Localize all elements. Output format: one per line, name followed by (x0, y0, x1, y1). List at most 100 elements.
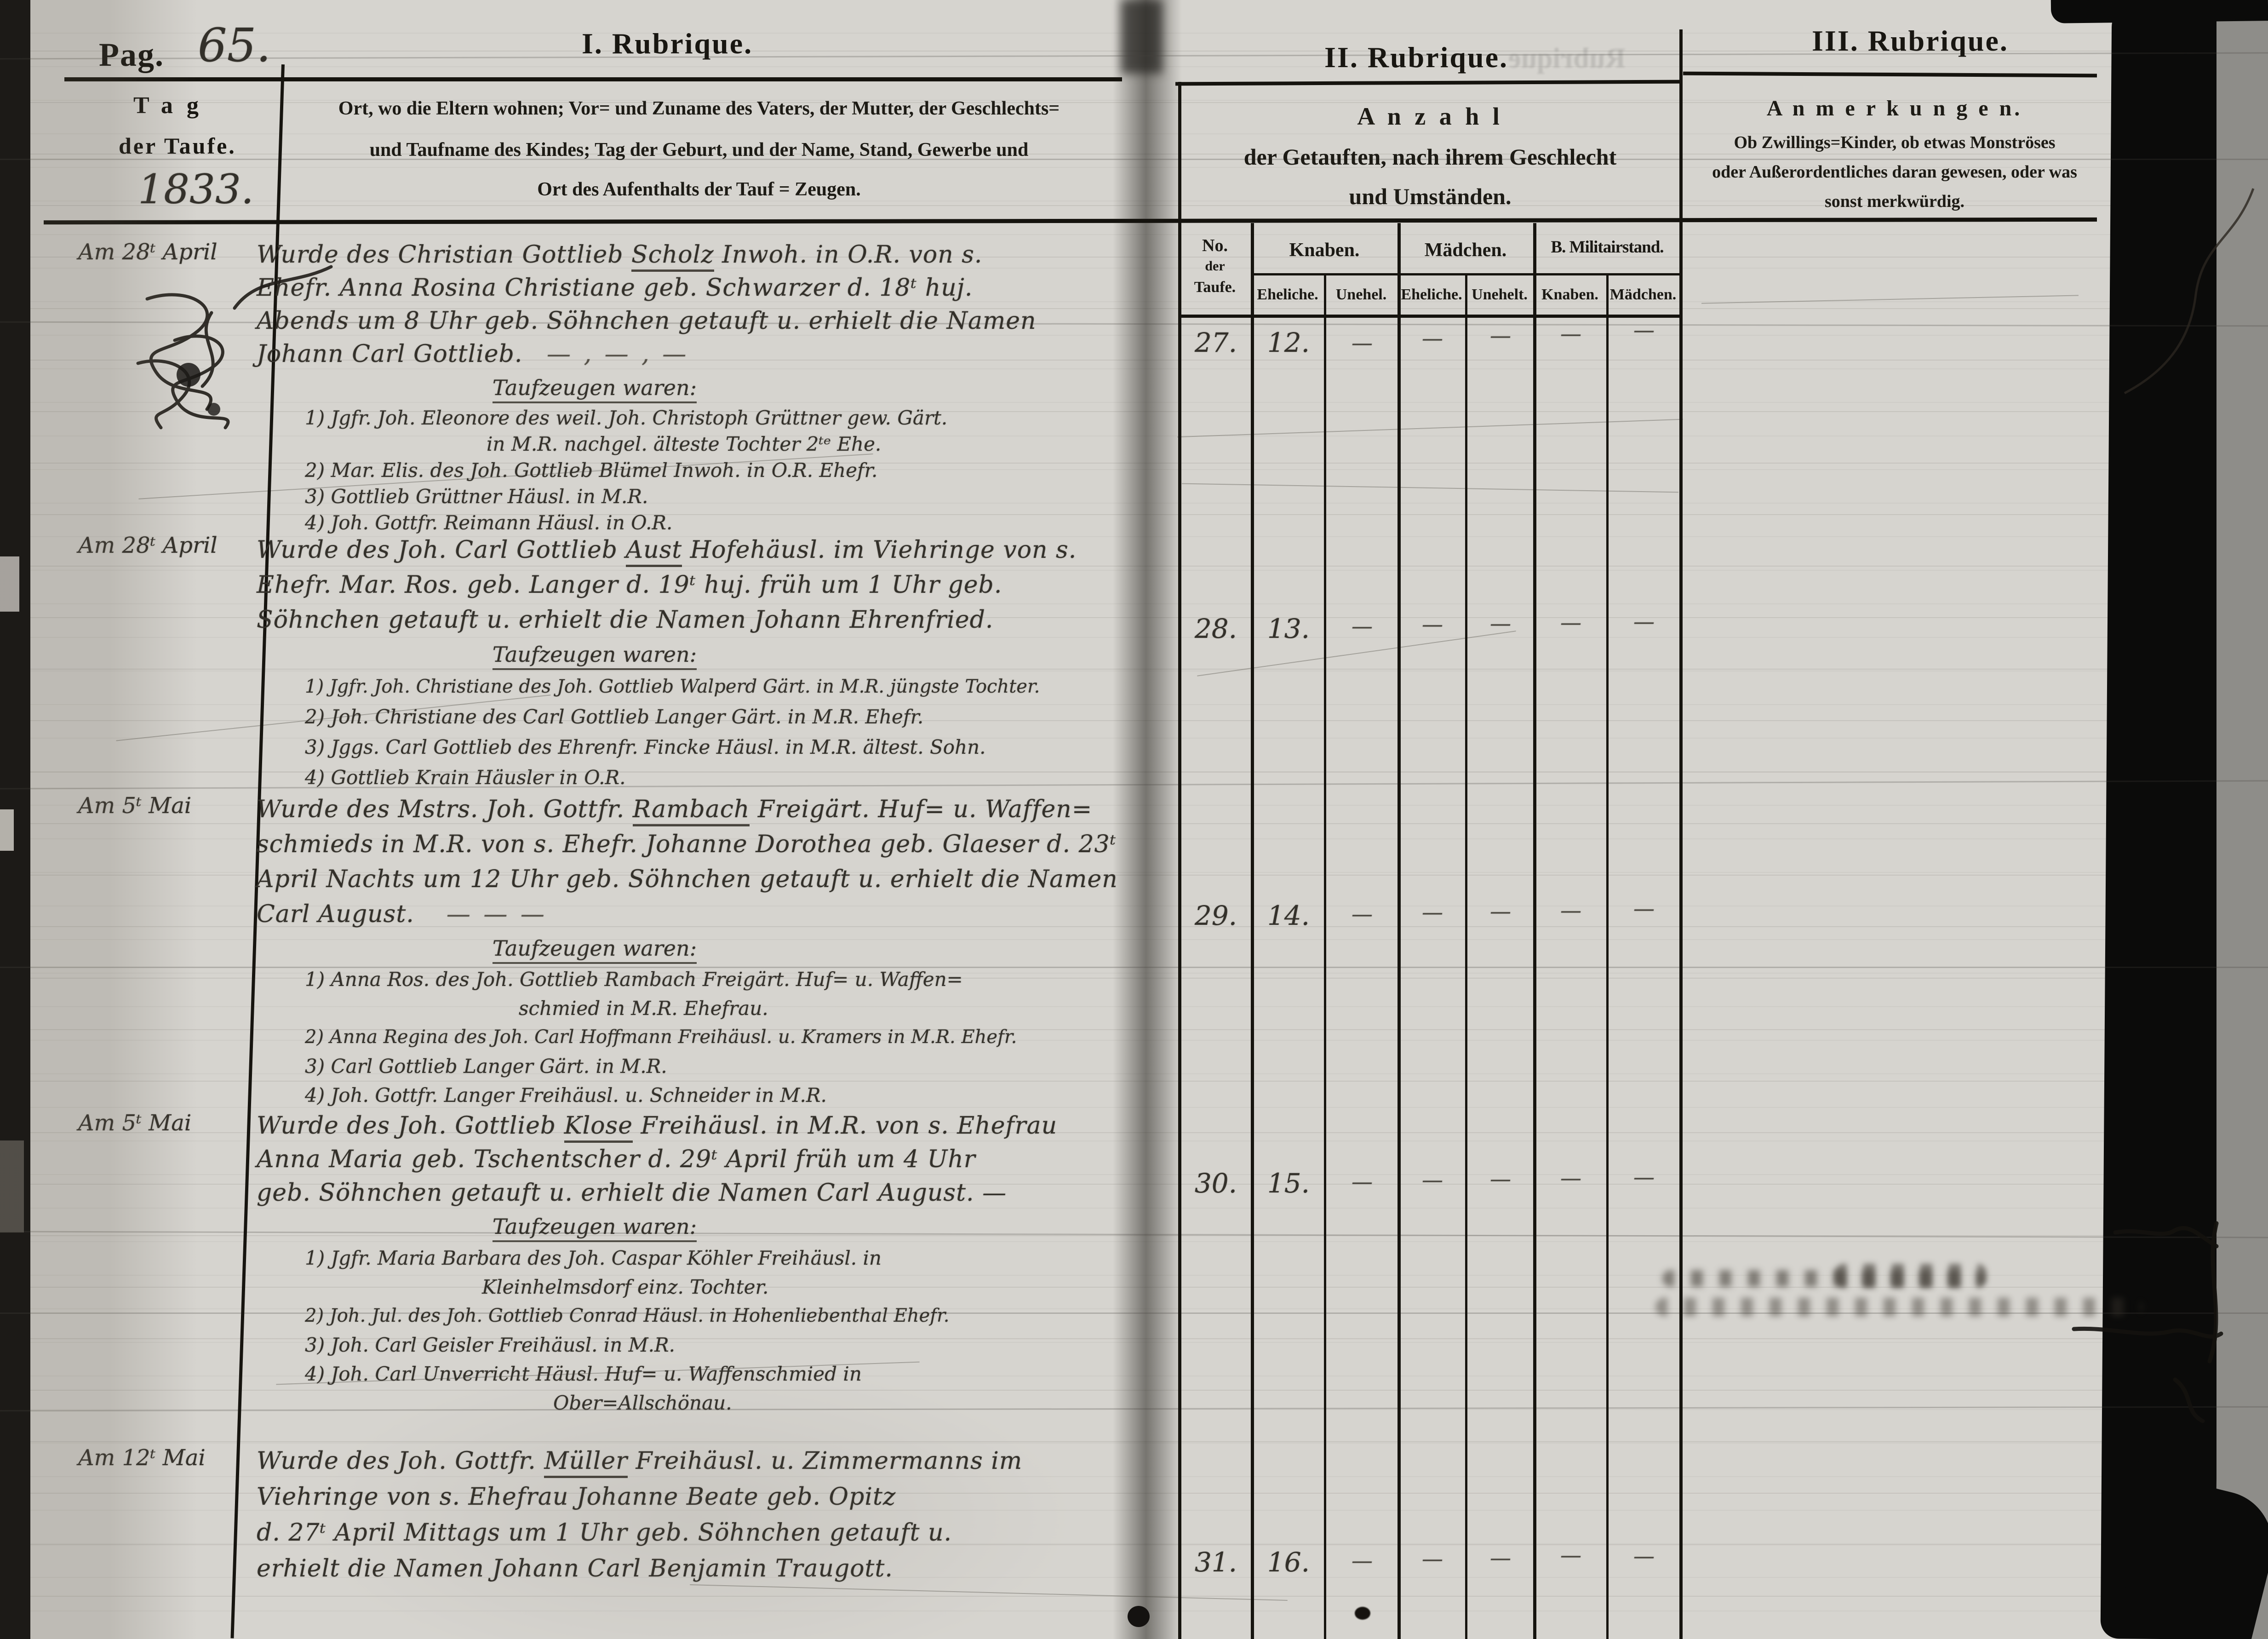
count-dash: — (1422, 1546, 1443, 1571)
rubrique1-header-line3: Ort des Aufenthalts der Tauf = Zeugen. (537, 179, 861, 200)
witness-line: 1) Jgfr. Joh. Eleonore des weil. Joh. Ch… (305, 407, 948, 429)
counttable-sub-mil-maedchen: Mädchen. (1609, 286, 1677, 303)
count-knaben-ehel: 16. (1267, 1547, 1310, 1578)
scan-corner-blob-small (2137, 1447, 2170, 1469)
witness-line: 2) Anna Regina des Joh. Carl Hoffmann Fr… (305, 1026, 1017, 1048)
counttable-v-kn-sub (1324, 275, 1326, 1639)
entry-date: Am 28ᵗ April (78, 239, 218, 265)
witness-line: 1) Jgfr. Joh. Christiane des Joh. Gottli… (305, 676, 1040, 697)
entry-text: Freihäusl. in M.R. von s. Ehefrau (633, 1112, 1058, 1140)
fold-shadow (1113, 0, 1182, 1639)
rule-counttable-header-bottom (1178, 315, 1683, 318)
entry-line: Abends um 8 Uhr geb. Söhnchen getauft u.… (257, 307, 1037, 335)
count-dash: — (1560, 321, 1581, 346)
counttable-v-mae-sub (1465, 275, 1467, 1639)
entry-line: d. 27ᵗ April Mittags um 1 Uhr geb. Söhnc… (257, 1519, 952, 1547)
entry-text: Hofehäusl. im Viehringe von s. (682, 536, 1077, 564)
baptism-entry: Wurde des Mstrs. Joh. Gottfr. Rambach Fr… (257, 792, 1126, 1110)
counttable-sub-kn-unehel: Unehel. (1335, 286, 1387, 303)
count-dash: — (1422, 1167, 1443, 1192)
entry-text: Freihäusl. u. Zimmermanns im (627, 1447, 1023, 1475)
witness-line: 2) Joh. Christiane des Carl Gottlieb Lan… (305, 705, 924, 728)
count-knaben-ehel: 14. (1267, 900, 1310, 931)
counttable-group-maedchen: Mädchen. (1424, 240, 1507, 261)
count-dash: — (1490, 1166, 1511, 1191)
witness-line: 4) Joh. Carl Unverricht Häusl. Huf= u. W… (305, 1363, 862, 1385)
rubrique3-header-line4: sonst merkwürdig. (1824, 192, 1965, 211)
datecol-title-line2: der Taufe. (119, 133, 236, 159)
witness-line: 4) Joh. Gottfr. Langer Freihäusl. u. Sch… (305, 1084, 827, 1106)
count-dash: — (1633, 896, 1655, 921)
bleedthrough-dots-dark (1835, 1264, 1987, 1288)
counttable-v-kn-mae (1397, 223, 1401, 1639)
entry-date: Am 5ᵗ Mai (78, 793, 192, 819)
entry-date: Am 28ᵗ April (78, 533, 218, 558)
entry-text: Wurde des Joh. Gottfr. (257, 1447, 544, 1475)
entry-line: Ehefr. Anna Rosina Christiane geb. Schwa… (257, 274, 973, 302)
child-names: Carl August. (257, 900, 414, 928)
entry-text: Wurde des Joh. Gottlieb (257, 1112, 564, 1140)
entry-line: Johann Carl Gottlieb. — , — , — (257, 338, 1126, 371)
rubrique1-header-line2: und Taufname des Kindes; Tag der Geburt,… (369, 139, 1029, 160)
witness-line: 2) Mar. Elis. des Joh. Gottlieb Blümel I… (305, 459, 878, 481)
rubrique3-header-line3: oder Außerordentliches daran gewesen, od… (1712, 162, 2077, 182)
witness-heading: Taufzeugen waren: (257, 637, 1126, 671)
entry-text: Wurde des Christian Gottlieb (257, 241, 632, 269)
witness-heading: Taufzeugen waren: (257, 371, 1126, 405)
counttable-no-line2: der (1205, 258, 1225, 274)
rubrique2-header-line1: A n z a h l (1357, 103, 1503, 130)
count-dash: — (1490, 323, 1511, 348)
count-knaben-ehel: 12. (1267, 327, 1310, 358)
father-surname: Klose (564, 1112, 633, 1143)
witness-line: 3) Gottlieb Grüttner Häusl. in M.R. (305, 485, 648, 508)
count-dash: — (1633, 1164, 1655, 1189)
rule-under-titles-col1 (64, 77, 1122, 81)
count-dash: — (1490, 611, 1511, 636)
entry-date: Am 5ᵗ Mai (78, 1110, 192, 1136)
witness-heading: Taufzeugen waren: (257, 1210, 1126, 1244)
counttable-v-left (1178, 82, 1181, 1639)
count-no: 29. (1194, 900, 1237, 931)
witness-line: 2) Joh. Jul. des Joh. Gottlieb Conrad Hä… (305, 1305, 950, 1326)
count-dash: — (1560, 610, 1581, 635)
witness-line: schmied in M.R. Ehefrau. (519, 997, 768, 1020)
rubrique2-title: II. Rubrique. (1324, 41, 1508, 74)
entry-line: Anna Maria geb. Tschentscher d. 29ᵗ Apri… (257, 1146, 976, 1173)
entry-line: Carl August. — — — (257, 897, 1126, 932)
entry-line: Ehefr. Mar. Ros. geb. Langer d. 19ᵗ huj.… (257, 571, 1002, 599)
count-no: 28. (1194, 613, 1237, 644)
witness-line: 3) Carl Gottlieb Langer Gärt. in M.R. (305, 1055, 667, 1077)
witness-line: 3) Jggs. Carl Gottlieb des Ehrenfr. Finc… (305, 736, 986, 758)
fold-shadow-top (1121, 0, 1163, 74)
count-no: 30. (1194, 1168, 1237, 1199)
scratch-line (1182, 483, 1678, 493)
entry-line: Wurde des Christian Gottlieb Scholz Inwo… (257, 238, 1126, 272)
counttable-v-no (1251, 223, 1254, 1639)
witness-heading: Taufzeugen waren: (257, 932, 1126, 965)
rule-counttable-midline (1251, 273, 1683, 275)
count-dash: — (1560, 898, 1581, 923)
witness-line: Ober=Allschönau. (553, 1392, 732, 1414)
entry-text: Wurde des Mstrs. Joh. Gottfr. (257, 796, 633, 823)
count-dash: — (1560, 1165, 1581, 1190)
ledger-line (0, 1312, 2268, 1314)
baptism-entry: Wurde des Joh. Gottfr. Müller Freihäusl.… (257, 1443, 1126, 1587)
ledger-line (0, 159, 2268, 160)
count-dash: — (1352, 330, 1373, 355)
ledger-line (0, 967, 2268, 968)
rubrique2-header-line3: und Umständen. (1349, 183, 1512, 209)
count-dash: — (1422, 900, 1443, 924)
count-dash: — (1560, 1542, 1581, 1567)
baptism-entry: Wurde des Joh. Gottlieb Klose Freihäusl.… (257, 1109, 1126, 1417)
rule-header-bottom (43, 217, 2097, 225)
count-dash: — (1633, 317, 1655, 342)
rubrique3-header-line1: A n m e r k u n g e n. (1766, 96, 2023, 120)
entry-line: schmieds in M.R. von s. Ehefr. Johanne D… (257, 831, 1117, 858)
count-dash: — (1352, 1169, 1373, 1194)
count-knaben-ehel: 13. (1267, 613, 1310, 644)
count-dash: — (1633, 1543, 1655, 1568)
ink-spot-bottom (1355, 1607, 1370, 1620)
counttable-sub-kn-ehel: Eheliche. (1257, 286, 1318, 303)
count-knaben-ehel: 15. (1267, 1168, 1310, 1199)
entry-line: Viehringe von s. Ehefrau Johanne Beate g… (257, 1483, 896, 1511)
